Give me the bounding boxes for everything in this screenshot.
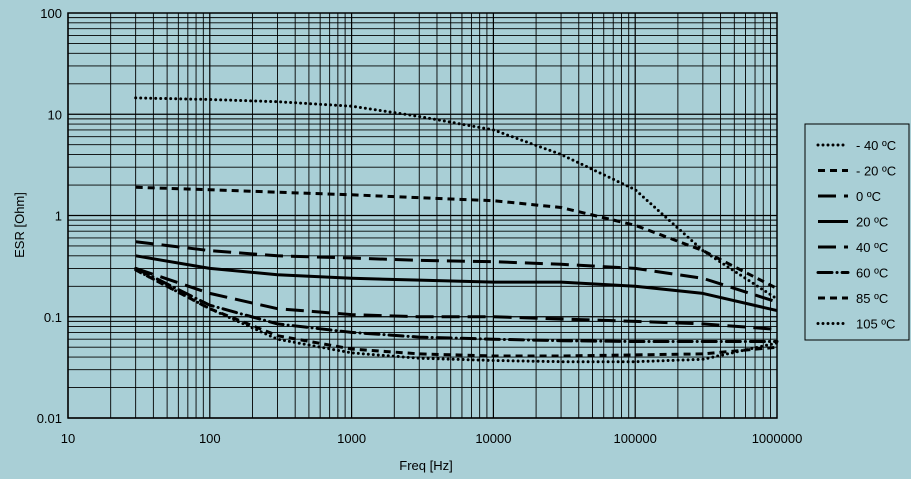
legend: - 40 ºC - 20 ºC 0 ºC 20 ºC 40 ºC 60 ºC 85 ºC 10… [804,123,910,341]
series-line-6 [134,266,779,343]
series-line-4 [135,254,778,313]
legend-label: 105 ºC [856,317,895,332]
y-tick-label: 10 [48,107,62,122]
y-axis-label: ESR [Ohm] [12,192,27,258]
legend-label: 60 ºC [856,266,888,281]
x-tick-label: 1000 [337,431,366,446]
x-tick-label: 10 [61,431,75,446]
legend-label: - 40 ºC [856,138,896,153]
x-tick-label: 1000000 [752,431,803,446]
series-line-1 [134,96,779,301]
legend-label: 20 ºC [856,215,888,230]
y-axis-ticks: 100 10 1 0.1 0.01 [37,6,62,426]
series-line-7 [135,268,778,358]
y-tick-label: 0.1 [44,310,62,325]
legend-label: 40 ºC [856,240,888,255]
x-tick-label: 100000 [614,431,657,446]
series-line-5 [135,266,778,331]
legend-label: - 20 ºC [856,164,896,179]
legend-label: 85 ºC [856,291,888,306]
series-line-8 [134,268,779,364]
grid [67,12,778,419]
legend-label: 0 ºC [856,189,881,204]
y-tick-label: 1 [55,209,62,224]
plot-border [67,12,778,419]
y-tick-label: 0.01 [37,411,62,426]
series-line-2 [135,185,778,290]
x-tick-label: 10000 [475,431,511,446]
x-axis-ticks: 10 100 1000 10000 100000 1000000 [61,431,803,446]
x-tick-label: 100 [199,431,221,446]
y-tick-label: 100 [40,6,62,21]
x-axis-label: Freq [Hz] [399,458,452,473]
series-lines [134,96,779,364]
series-line-3 [135,240,778,304]
legend-box [804,123,910,341]
